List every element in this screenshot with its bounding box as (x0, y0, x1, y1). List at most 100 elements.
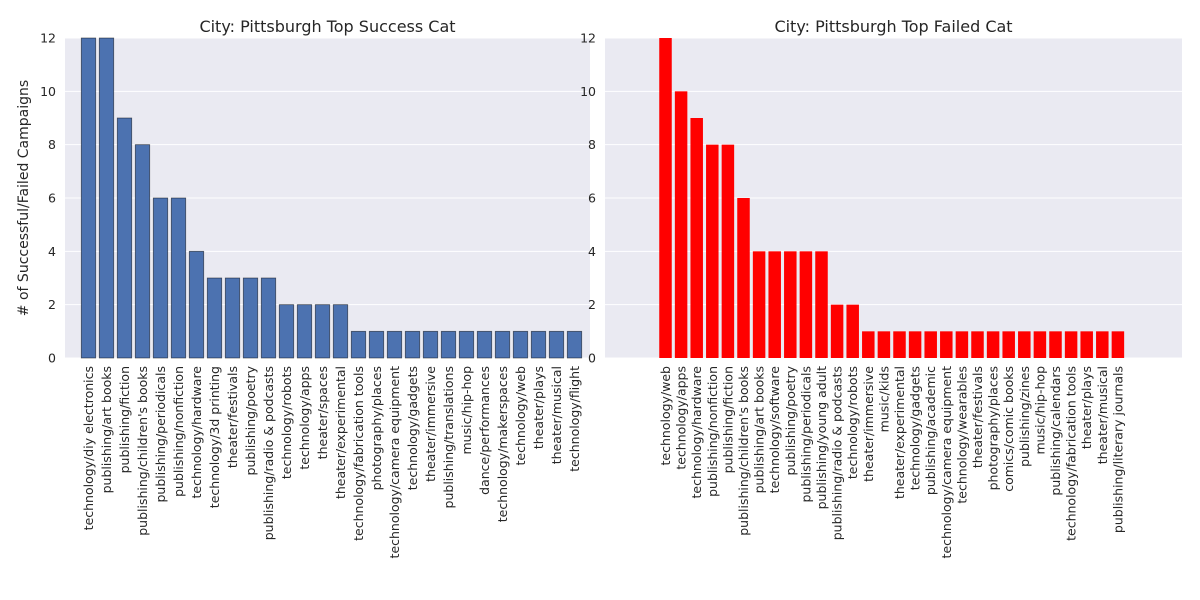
success-xtick-label: technology/diy electronics (81, 366, 96, 530)
success-xtick-label: technology/3d printing (207, 366, 222, 508)
success-xtick-label: publishing/children's books (135, 366, 150, 536)
failed-xtick-label: technology/gadgets (908, 366, 923, 490)
success-chart-ylabel: # of Successful/Failed Campaigns (16, 80, 32, 316)
success-ytick-label: 8 (48, 137, 56, 152)
success-xtick-label: publishing/radio & podcasts (261, 366, 276, 540)
failed-xtick-label: theater/festivals (970, 366, 985, 468)
success-ytick-label: 4 (48, 244, 56, 259)
failed-bar-publishing-art-books (752, 251, 766, 358)
failed-xtick-label: technology/apps (674, 366, 689, 470)
success-xtick-label: technology/flight (567, 366, 582, 472)
failed-bar-publishing-young-adult (815, 251, 828, 358)
failed-xtick-label: photography/places (986, 366, 1001, 490)
success-xtick-label: theater/experimental (333, 366, 348, 499)
failed-ytick-label: 4 (588, 244, 596, 259)
success-xtick-label: technology/camera equipment (387, 366, 402, 559)
success-xtick-label: theater/plays (531, 366, 546, 449)
failed-xtick-label: publishing/young adult (814, 366, 829, 510)
success-bar-publishing-periodicals (152, 197, 169, 359)
failed-bar-technology-web (659, 38, 672, 358)
failed-xtick-label: publishing/poetry (783, 365, 798, 475)
success-xtick-label: dance/performances (477, 366, 492, 495)
success-bar-publishing-art-books (98, 37, 115, 359)
success-bar-theater-immersive (422, 330, 439, 359)
failed-xtick-label: publishing/literary journals (1110, 366, 1125, 533)
failed-xtick-label: theater/immersive (861, 366, 876, 482)
success-bar-publishing-radio-podcasts (260, 277, 277, 359)
failed-bar-photography-places (986, 331, 1000, 358)
failed-bar-technology-fabrication-tools (1064, 331, 1078, 358)
success-xtick-label: music/hip-hop (459, 366, 474, 455)
success-bar-publishing-poetry (242, 277, 259, 359)
success-bar-dance-performances (476, 330, 493, 359)
failed-bar-publishing-literary-journals (1111, 331, 1125, 358)
success-xtick-label: publishing/nonfiction (171, 366, 186, 497)
success-bar-technology-hardware (188, 250, 205, 359)
failed-bar-theater-experimental (893, 331, 906, 358)
failed-bar-comics-comic-books (1002, 331, 1015, 358)
failed-bar-theater-musical (1096, 331, 1109, 358)
success-bar-technology-makerspaces (494, 330, 511, 359)
failed-bar-music-hip-hop (1033, 331, 1047, 358)
failed-bar-music-kids (877, 331, 891, 358)
failed-bar-publishing-fiction (721, 144, 735, 358)
failed-bar-technology-robots (846, 304, 859, 358)
failed-ytick-label: 2 (588, 297, 596, 312)
failed-bar-technology-software (768, 251, 781, 358)
failed-bar-publishing-calendars (1049, 331, 1062, 358)
failed-xtick-label: comics/comic books (1001, 366, 1016, 492)
success-bar-technology-diy-electronics (80, 37, 97, 359)
success-ytick-label: 10 (40, 84, 56, 99)
success-bar-technology-web (512, 330, 529, 359)
success-bar-technology-gadgets (404, 330, 421, 359)
failed-ytick-label: 10 (580, 84, 596, 99)
success-xtick-label: publishing/poetry (243, 365, 258, 475)
success-bar-publishing-nonfiction (170, 197, 187, 359)
success-xtick-label: technology/gadgets (405, 366, 420, 490)
failed-xtick-label: publishing/fiction (720, 366, 735, 473)
failed-ytick-label: 6 (588, 191, 596, 206)
failed-bar-technology-wearables (955, 331, 969, 358)
failed-ytick-label: 8 (588, 137, 596, 152)
failed-bar-publishing-children-s-books (737, 198, 750, 358)
failed-xtick-label: publishing/radio & podcasts (830, 366, 845, 540)
success-bar-theater-festivals (224, 277, 241, 359)
success-xtick-label: technology/hardware (189, 366, 204, 499)
success-bar-technology-robots (278, 304, 295, 359)
failed-xtick-label: music/kids (876, 366, 891, 432)
failed-bar-publishing-nonfiction (706, 144, 719, 358)
failed-bar-publishing-periodicals (799, 251, 813, 358)
success-bar-publishing-translations (440, 330, 457, 359)
failed-xtick-label: theater/musical (1095, 366, 1110, 464)
failed-bar-technology-apps (674, 91, 688, 358)
failed-xtick-label: publishing/periodicals (798, 366, 813, 503)
failed-bar-publishing-academic (924, 331, 937, 358)
failed-xtick-label: technology/robots (845, 366, 860, 479)
failed-bar-publishing-radio-podcasts (830, 304, 844, 358)
failed-chart-title: City: Pittsburgh Top Failed Cat (774, 17, 1012, 36)
failed-ytick-label: 0 (588, 351, 596, 366)
success-bar-technology-camera-equipment (386, 330, 403, 359)
failed-bar-theater-plays (1080, 331, 1093, 358)
success-bar-technology-apps (296, 304, 313, 359)
success-ytick-label: 12 (40, 31, 56, 46)
failed-xtick-label: publishing/nonfiction (705, 366, 720, 497)
success-bar-technology-flight (566, 330, 583, 359)
success-xtick-label: publishing/fiction (117, 366, 132, 473)
success-xtick-label: theater/festivals (225, 366, 240, 468)
failed-ytick-label: 12 (580, 31, 596, 46)
failed-xtick-label: publishing/art books (752, 366, 767, 493)
success-xtick-label: technology/makerspaces (495, 366, 510, 522)
success-xtick-label: publishing/translations (441, 366, 456, 508)
success-bar-technology-fabrication-tools (350, 330, 367, 359)
success-bar-theater-plays (530, 330, 547, 359)
failed-xtick-label: theater/experimental (892, 366, 907, 499)
success-bar-music-hip-hop (458, 330, 475, 359)
failed-bar-publishing-zines (1018, 331, 1031, 358)
failed-bar-technology-hardware (690, 118, 703, 358)
failed-bar-theater-festivals (971, 331, 984, 358)
failed-xtick-label: technology/hardware (689, 366, 704, 499)
